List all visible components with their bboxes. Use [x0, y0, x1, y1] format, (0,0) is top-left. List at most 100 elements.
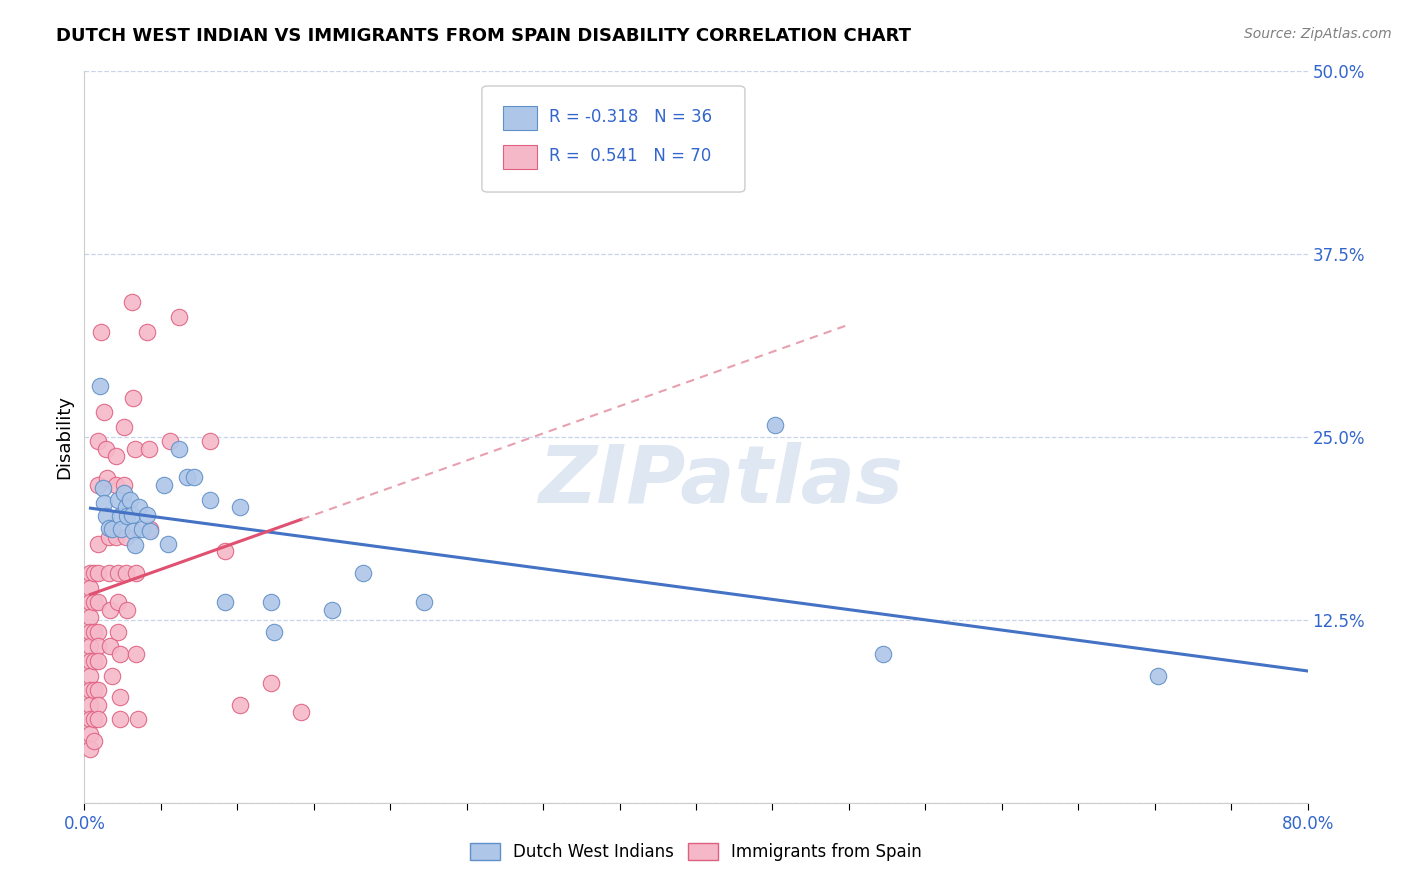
Point — [87, 537, 110, 551]
Point — [107, 595, 129, 609]
Point — [121, 295, 143, 310]
Point — [97, 566, 120, 581]
Text: DUTCH WEST INDIAN VS IMMIGRANTS FROM SPAIN DISABILITY CORRELATION CHART: DUTCH WEST INDIAN VS IMMIGRANTS FROM SPA… — [56, 27, 911, 45]
Point — [97, 521, 120, 535]
Point — [83, 713, 105, 727]
Point — [321, 603, 343, 617]
Point — [83, 566, 105, 581]
Point — [114, 500, 136, 515]
Point — [138, 442, 160, 456]
Point — [229, 500, 252, 515]
Point — [115, 509, 138, 524]
Point — [87, 654, 110, 668]
Point — [1146, 668, 1168, 682]
Point — [263, 624, 285, 639]
Point — [131, 522, 153, 536]
Point — [260, 595, 283, 609]
Point — [97, 530, 120, 544]
Point — [229, 698, 252, 712]
Point — [114, 530, 136, 544]
Point — [98, 603, 121, 617]
Point — [87, 640, 110, 654]
Point — [79, 741, 101, 756]
Point — [79, 727, 101, 741]
Point — [167, 310, 190, 325]
Text: R = -0.318   N = 36: R = -0.318 N = 36 — [550, 109, 713, 127]
Point — [167, 442, 190, 456]
Point — [352, 566, 374, 581]
Point — [136, 508, 159, 522]
Point — [79, 698, 101, 712]
Point — [83, 683, 105, 698]
Point — [120, 493, 142, 508]
Point — [87, 478, 110, 492]
Point — [128, 500, 150, 515]
Point — [183, 469, 205, 483]
Point — [93, 405, 115, 419]
Point — [114, 566, 136, 581]
Point — [87, 434, 110, 449]
Point — [79, 595, 101, 609]
Point — [93, 496, 115, 510]
Point — [87, 713, 110, 727]
Point — [79, 566, 101, 581]
Point — [94, 442, 117, 456]
Point — [79, 654, 101, 668]
Point — [105, 530, 128, 544]
Point — [124, 442, 146, 456]
Point — [79, 581, 101, 595]
Point — [83, 654, 105, 668]
Point — [139, 522, 162, 536]
Point — [198, 493, 221, 508]
Point — [108, 713, 131, 727]
Point — [89, 379, 111, 393]
Y-axis label: Disability: Disability — [55, 395, 73, 479]
Point — [98, 640, 121, 654]
Legend: Dutch West Indians, Immigrants from Spain: Dutch West Indians, Immigrants from Spai… — [464, 836, 928, 868]
Point — [214, 544, 236, 558]
Point — [107, 566, 129, 581]
Point — [79, 713, 101, 727]
Point — [90, 325, 112, 339]
Point — [94, 509, 117, 524]
Point — [83, 734, 105, 748]
Point — [79, 640, 101, 654]
Point — [108, 509, 131, 524]
Point — [79, 683, 101, 698]
Point — [127, 713, 149, 727]
Point — [122, 391, 145, 405]
Point — [79, 610, 101, 624]
Bar — [503, 106, 537, 130]
Point — [136, 325, 159, 339]
Point — [105, 478, 128, 492]
Point — [101, 668, 124, 682]
Point — [83, 595, 105, 609]
Point — [101, 522, 124, 536]
Text: R =  0.541   N = 70: R = 0.541 N = 70 — [550, 147, 711, 165]
Point — [122, 524, 145, 538]
Point — [108, 647, 131, 661]
Point — [115, 603, 138, 617]
Point — [83, 624, 105, 639]
Point — [159, 434, 181, 449]
Point — [412, 595, 434, 609]
Point — [290, 705, 312, 719]
Point — [87, 683, 110, 698]
Point — [198, 434, 221, 449]
Point — [765, 418, 787, 433]
Point — [91, 481, 114, 495]
Point — [96, 471, 118, 485]
Bar — [503, 145, 537, 169]
Point — [79, 668, 101, 682]
Point — [872, 647, 894, 661]
Point — [214, 595, 236, 609]
Point — [87, 624, 110, 639]
Point — [107, 493, 129, 508]
Point — [108, 690, 131, 705]
Text: ZIPatlas: ZIPatlas — [538, 442, 903, 520]
Text: Source: ZipAtlas.com: Source: ZipAtlas.com — [1244, 27, 1392, 41]
Point — [79, 624, 101, 639]
Point — [87, 698, 110, 712]
Point — [260, 676, 283, 690]
Point — [112, 478, 135, 492]
